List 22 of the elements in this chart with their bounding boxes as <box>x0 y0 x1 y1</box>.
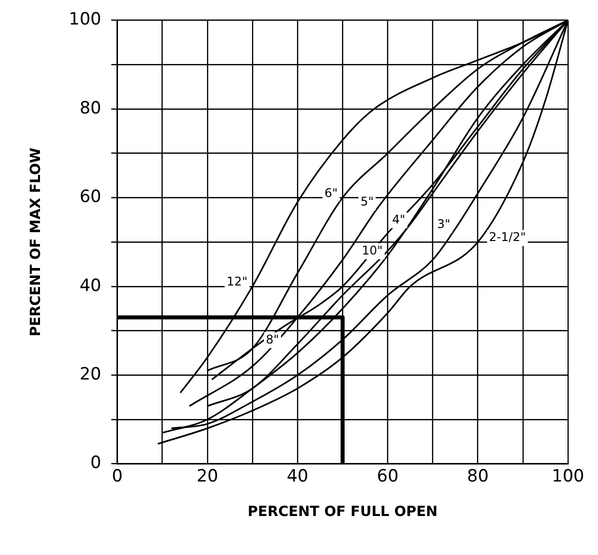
x-tick-label: 80 <box>467 466 489 486</box>
x-tick-label: 100 <box>552 466 584 486</box>
series-label: 8" <box>266 332 280 346</box>
series-label: 3" <box>437 216 450 231</box>
series-label: 6" <box>324 186 338 200</box>
x-tick-label: 60 <box>376 466 399 486</box>
series-label: 5" <box>360 194 374 209</box>
y-tick-label: 60 <box>80 187 102 208</box>
y-axis-title: PERCENT OF MAX FLOW <box>28 148 44 336</box>
x-tick-label: 0 <box>112 466 123 486</box>
x-axis-title: PERCENT OF FULL OPEN <box>248 504 438 520</box>
y-tick-label: 100 <box>68 10 102 30</box>
x-tick-label: 40 <box>286 466 308 486</box>
series-label: 10" <box>362 243 383 258</box>
y-tick-label: 40 <box>80 276 102 296</box>
y-tick-label: 0 <box>90 453 102 474</box>
y-tick-label: 20 <box>80 364 102 384</box>
y-tick-label: 80 <box>80 98 102 118</box>
x-tick-label: 20 <box>196 466 218 486</box>
series-label: 4" <box>392 212 406 226</box>
series-label: 12" <box>226 274 248 288</box>
series-label: 2-1/2" <box>489 230 526 244</box>
